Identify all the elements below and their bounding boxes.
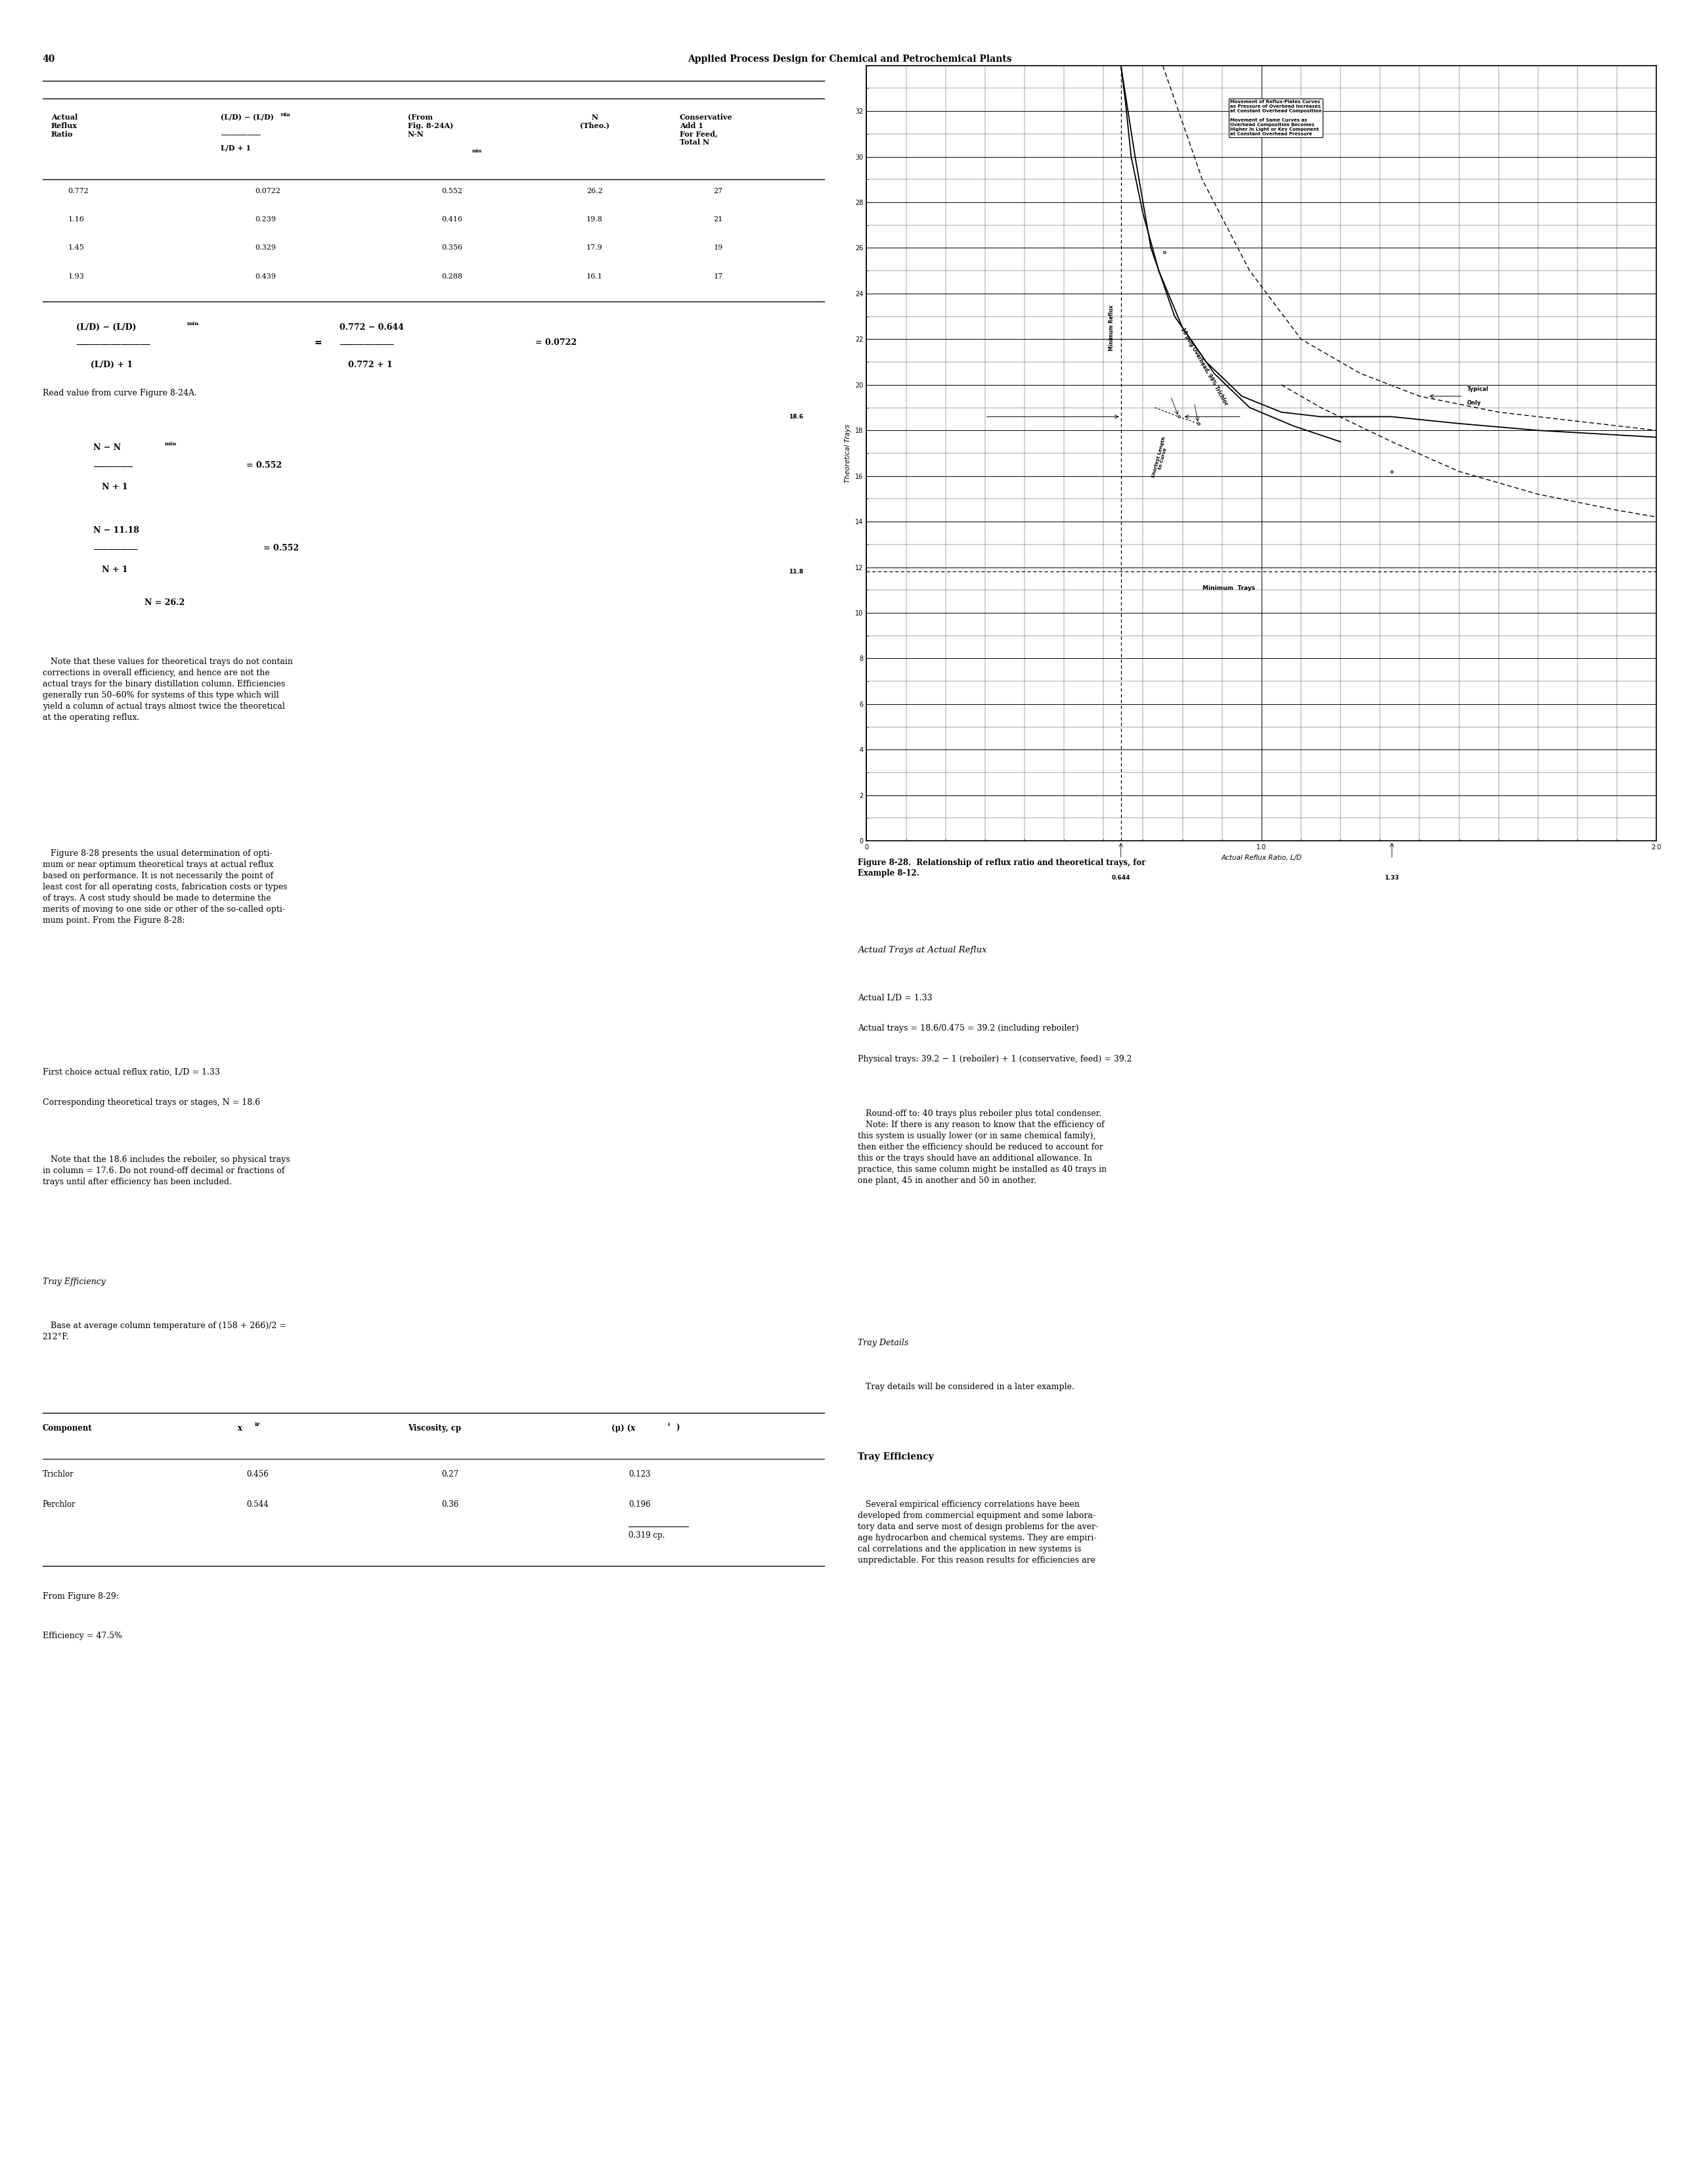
Text: Only: Only <box>1466 400 1482 406</box>
Text: Typical: Typical <box>1466 387 1488 393</box>
Text: ─────────: ───────── <box>221 131 260 138</box>
Text: Efficiency = 47.5%: Efficiency = 47.5% <box>42 1631 122 1640</box>
Text: 0.239: 0.239 <box>255 216 275 223</box>
Text: Conservative
Add 1
For Feed,
Total N: Conservative Add 1 For Feed, Total N <box>680 114 732 146</box>
Text: iF: iF <box>255 1422 262 1426</box>
Text: Applied Process Design for Chemical and Petrochemical Plants: Applied Process Design for Chemical and … <box>688 55 1011 63</box>
Text: N
(Theo.): N (Theo.) <box>579 114 610 129</box>
Text: Figure 8-28.  Relationship of reflux ratio and theoretical trays, for
Example 8-: Figure 8-28. Relationship of reflux rati… <box>858 858 1147 878</box>
Text: 17: 17 <box>714 273 722 280</box>
Text: 0.772 + 1: 0.772 + 1 <box>340 360 392 369</box>
Text: 0.319 cp.: 0.319 cp. <box>629 1531 664 1540</box>
Text: From Figure 8-29:: From Figure 8-29: <box>42 1592 119 1601</box>
Text: (L/D) − (L/D): (L/D) − (L/D) <box>76 323 136 332</box>
Text: 0.123: 0.123 <box>629 1470 651 1479</box>
Text: (L/D) + 1: (L/D) + 1 <box>76 360 133 369</box>
Text: =: = <box>314 339 321 347</box>
Y-axis label: Theoretical Trays: Theoretical Trays <box>844 424 851 483</box>
Text: Figure 8-28 presents the usual determination of opti-
mum or near optimum theore: Figure 8-28 presents the usual determina… <box>42 850 287 926</box>
Text: 0.288: 0.288 <box>442 273 462 280</box>
Text: 40: 40 <box>42 55 54 63</box>
Text: Min: Min <box>280 114 291 118</box>
Text: 0.416: 0.416 <box>442 216 462 223</box>
Text: = 0.0722: = 0.0722 <box>535 339 576 347</box>
Text: N + 1: N + 1 <box>93 483 127 491</box>
Text: N − N: N − N <box>93 443 121 452</box>
Text: N − 11.18: N − 11.18 <box>93 526 139 535</box>
Text: Physical trays: 39.2 − 1 (reboiler) + 1 (conservative, feed) = 39.2: Physical trays: 39.2 − 1 (reboiler) + 1 … <box>858 1055 1132 1064</box>
Text: 1.16: 1.16 <box>68 216 85 223</box>
Text: Viscosity, cp: Viscosity, cp <box>408 1424 460 1433</box>
Text: min: min <box>187 321 199 325</box>
Text: Movement of Reflux-Plates Curves
as Pressure of Overhead Increases
at Constant O: Movement of Reflux-Plates Curves as Pres… <box>1230 100 1322 135</box>
Text: First choice actual reflux ratio, L/D = 1.33: First choice actual reflux ratio, L/D = … <box>42 1068 219 1077</box>
Text: Shortest Length
to Curve: Shortest Length to Curve <box>1152 437 1171 478</box>
Text: Tray Efficiency: Tray Efficiency <box>42 1278 105 1286</box>
Text: 0.0722: 0.0722 <box>255 188 280 194</box>
Text: 0.196: 0.196 <box>629 1500 651 1509</box>
Text: Round-off to: 40 trays plus reboiler plus total condenser.
   Note: If there is : Round-off to: 40 trays plus reboiler plu… <box>858 1109 1108 1186</box>
Text: Tray Details: Tray Details <box>858 1339 909 1348</box>
Text: Several empirical efficiency correlations have been
developed from commercial eq: Several empirical efficiency correlation… <box>858 1500 1099 1564</box>
Text: 27: 27 <box>714 188 722 194</box>
Text: 0.456: 0.456 <box>246 1470 268 1479</box>
Text: 0.644: 0.644 <box>1111 876 1130 880</box>
Text: 0.772 − 0.644: 0.772 − 0.644 <box>340 323 404 332</box>
Text: 18.6: 18.6 <box>788 413 804 419</box>
Text: Note that the 18.6 includes the reboiler, so physical trays
in column = 17.6. Do: Note that the 18.6 includes the reboiler… <box>42 1155 291 1186</box>
X-axis label: Actual Reflux Ratio, L/D: Actual Reflux Ratio, L/D <box>1222 854 1301 860</box>
Text: ): ) <box>676 1424 680 1433</box>
Text: x: x <box>238 1424 243 1433</box>
Text: 19: 19 <box>714 245 724 251</box>
Text: 11.8: 11.8 <box>788 568 804 574</box>
Text: 0.439: 0.439 <box>255 273 275 280</box>
Text: Note that these values for theoretical trays do not contain
corrections in overa: Note that these values for theoretical t… <box>42 657 292 721</box>
Text: Perchlor: Perchlor <box>42 1500 76 1509</box>
Text: 16.1: 16.1 <box>586 273 603 280</box>
Text: (μ) (x: (μ) (x <box>612 1424 635 1433</box>
Text: Read value from curve Figure 8-24A.: Read value from curve Figure 8-24A. <box>42 389 197 397</box>
Text: i: i <box>668 1422 669 1426</box>
Text: ────────: ──────── <box>93 463 133 472</box>
Text: ───────────: ─────────── <box>340 341 394 349</box>
Text: min: min <box>165 441 177 446</box>
Text: (L/D) − (L/D): (L/D) − (L/D) <box>221 114 274 120</box>
Text: Corresponding theoretical trays or stages, N = 18.6: Corresponding theoretical trays or stage… <box>42 1099 260 1107</box>
Text: Actual
Reflux
Ratio: Actual Reflux Ratio <box>51 114 78 138</box>
Text: = 0.552: = 0.552 <box>263 544 299 553</box>
Text: 21: 21 <box>714 216 724 223</box>
Text: (From
Fig. 8-24A)
N-N: (From Fig. 8-24A) N-N <box>408 114 454 138</box>
Text: 0.27: 0.27 <box>442 1470 459 1479</box>
Text: 0.36: 0.36 <box>442 1500 459 1509</box>
Text: min: min <box>472 149 483 153</box>
Text: Component: Component <box>42 1424 92 1433</box>
Text: 0.544: 0.544 <box>246 1500 268 1509</box>
Text: 0.552: 0.552 <box>442 188 462 194</box>
Text: Trichlor: Trichlor <box>42 1470 75 1479</box>
Text: Actual Trays at Actual Reflux: Actual Trays at Actual Reflux <box>858 946 987 954</box>
Text: 1.45: 1.45 <box>68 245 85 251</box>
Text: Actual L/D = 1.33: Actual L/D = 1.33 <box>858 994 933 1002</box>
Text: Tray details will be considered in a later example.: Tray details will be considered in a lat… <box>858 1382 1075 1391</box>
Text: 1.33: 1.33 <box>1385 876 1400 880</box>
Text: 0.356: 0.356 <box>442 245 462 251</box>
Text: N = 26.2: N = 26.2 <box>144 598 185 607</box>
Text: N + 1: N + 1 <box>93 566 127 574</box>
Text: Actual trays = 18.6/0.475 = 39.2 (including reboiler): Actual trays = 18.6/0.475 = 39.2 (includ… <box>858 1024 1079 1033</box>
Text: Tray Efficiency: Tray Efficiency <box>858 1452 934 1461</box>
Text: 26.2: 26.2 <box>586 188 603 194</box>
Text: = 0.552: = 0.552 <box>246 461 282 470</box>
Text: ─────────: ───────── <box>93 546 138 555</box>
Text: Minimum  Trays: Minimum Trays <box>1203 585 1256 592</box>
Text: 17.9: 17.9 <box>586 245 603 251</box>
Text: 0.329: 0.329 <box>255 245 275 251</box>
Text: L/D + 1: L/D + 1 <box>221 144 251 151</box>
Text: 19.8: 19.8 <box>586 216 603 223</box>
Text: Minimum Reflux: Minimum Reflux <box>1108 306 1115 352</box>
Text: ───────────────: ─────────────── <box>76 341 150 349</box>
Text: 10 psig Overhead, 99% Trichlor: 10 psig Overhead, 99% Trichlor <box>1179 328 1228 406</box>
Text: Base at average column temperature of (158 + 266)/2 =
212°F.: Base at average column temperature of (1… <box>42 1321 285 1341</box>
Text: 1.93: 1.93 <box>68 273 85 280</box>
Text: 0.772: 0.772 <box>68 188 88 194</box>
